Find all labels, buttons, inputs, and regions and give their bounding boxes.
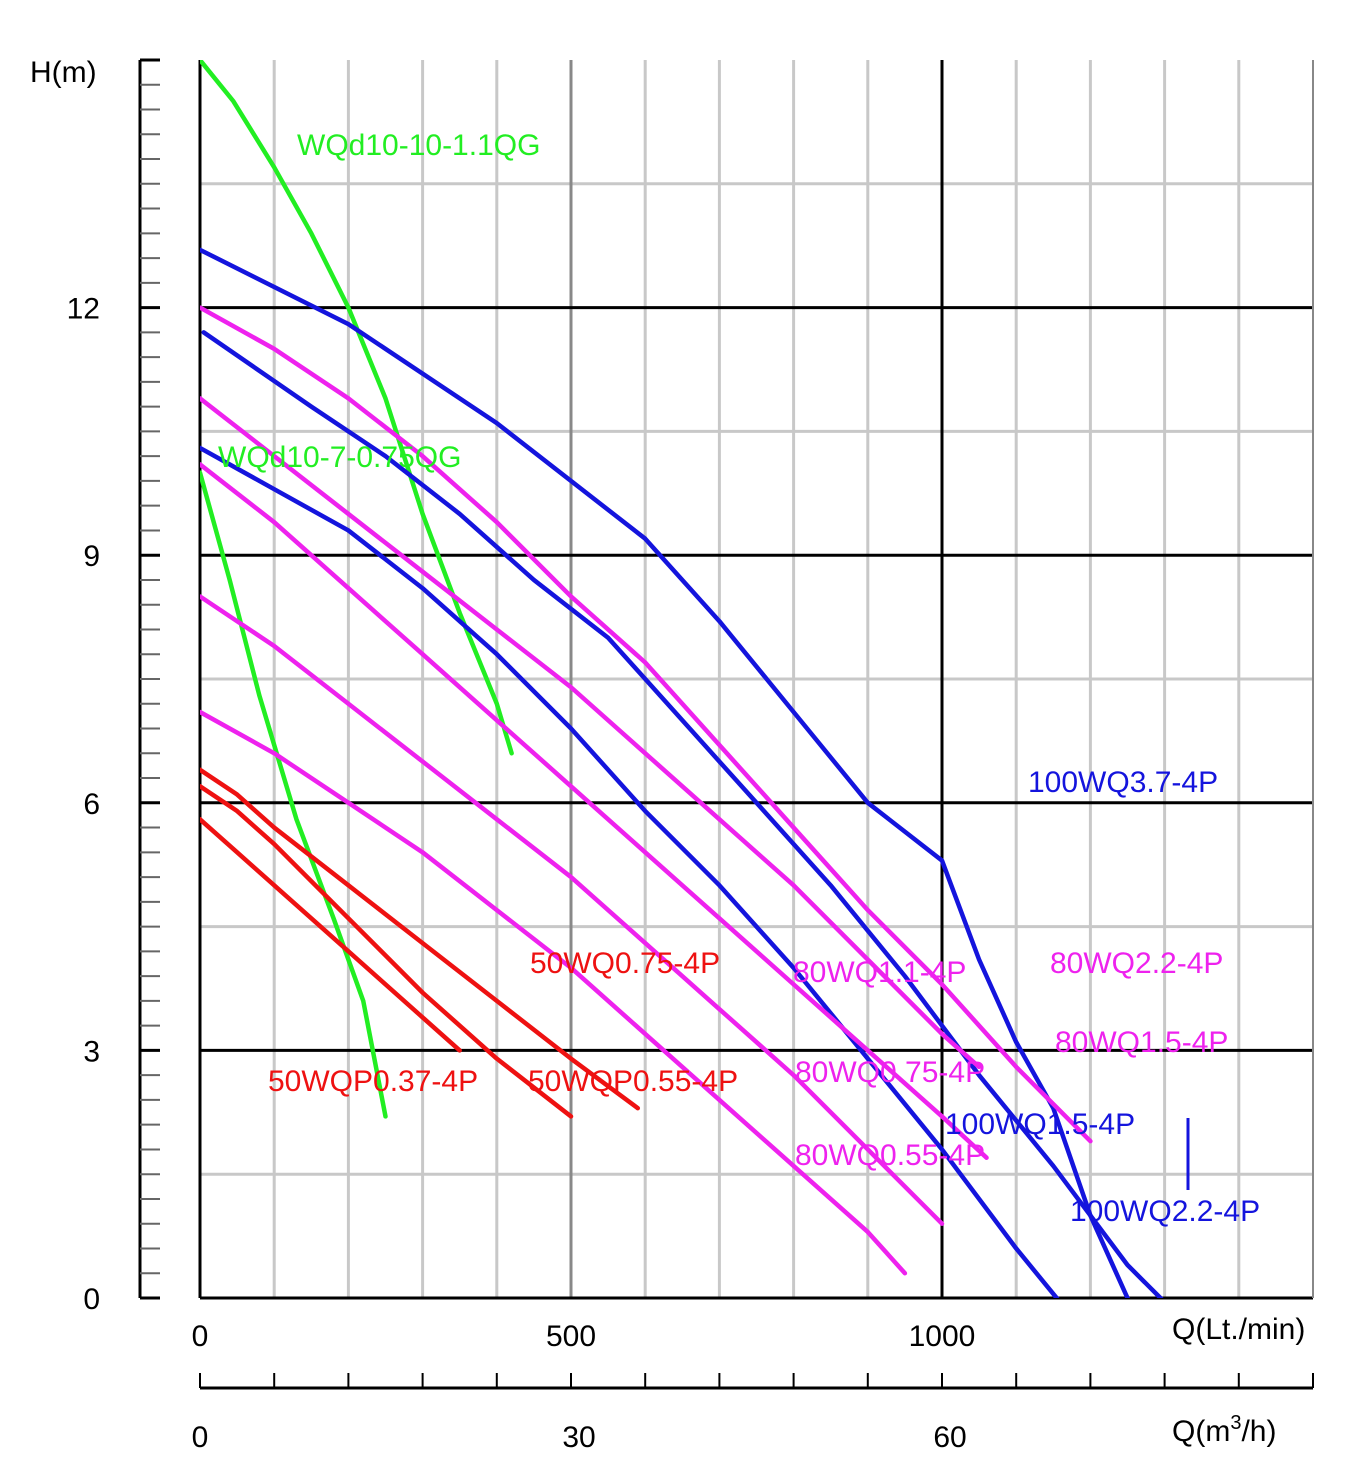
curve-50wqp0-37-4p bbox=[200, 817, 462, 1053]
curve-label-50wq0-75-4p: 50WQ0.75-4P bbox=[530, 947, 720, 980]
curve-label-100wq1-5-4p: 100WQ1.5-4P bbox=[945, 1108, 1135, 1141]
x-axis-title: Q(Lt./min) bbox=[1172, 1313, 1305, 1346]
x2-tick-label: 0 bbox=[192, 1421, 209, 1454]
y-axis-title: H(m) bbox=[30, 56, 97, 89]
axes bbox=[138, 58, 1314, 1390]
curve-label-80wq1-1-4p: 80WQ1.1-4P bbox=[793, 956, 966, 989]
curve-label-wqd10-10-1-1qg: WQd10-10-1.1QG bbox=[297, 129, 540, 162]
curve-50wq0-75-4p bbox=[200, 767, 641, 1111]
curve-label-100wq2-2-4p: 100WQ2.2-4P bbox=[1070, 1195, 1260, 1228]
curve-80wq2-2-4p bbox=[200, 305, 1093, 1144]
y-tick-label: 9 bbox=[83, 540, 100, 573]
y-tick-label: 6 bbox=[83, 788, 100, 821]
minor-grid bbox=[200, 60, 1313, 1298]
x2-tick-label: 60 bbox=[933, 1421, 966, 1454]
tick-labels: 0 3 6 9 12 0 500 1000 0 30 60 bbox=[67, 293, 976, 1454]
y-tick-label: 0 bbox=[83, 1283, 100, 1316]
curve-100wq3-7-4p bbox=[200, 247, 1131, 1298]
curve-label-80wq0-75-4p: 80WQ0.75-4P bbox=[795, 1056, 985, 1089]
curve-100wq2-2-4p bbox=[201, 330, 1164, 1298]
y-tick-label: 3 bbox=[83, 1035, 100, 1068]
curve-label-50wqp0-55-4p: 50WQP0.55-4P bbox=[528, 1065, 738, 1098]
curve-label-wqd10-7-0-75qg: WQd10-7-0.75QG bbox=[218, 441, 461, 474]
curve-80wq1-5-4p bbox=[200, 396, 982, 1070]
curve-80wq0-55-4p bbox=[200, 709, 908, 1276]
curve-label-80wq2-2-4p: 80WQ2.2-4P bbox=[1050, 947, 1223, 980]
curve-label-50wqp0-37-4p: 50WQP0.37-4P bbox=[268, 1065, 478, 1098]
curve-100wq1-5-4p bbox=[200, 445, 1060, 1298]
curve-wqd10-7-0-75qg bbox=[200, 470, 388, 1119]
x-tick-label: 1000 bbox=[909, 1320, 976, 1353]
x-tick-label: 0 bbox=[192, 1320, 209, 1353]
curve-wqd10-10-1-1qg bbox=[200, 60, 514, 756]
y-tick-label: 12 bbox=[67, 293, 100, 326]
curve-50wqp0-55-4p bbox=[200, 784, 574, 1119]
curve-label-80wq1-5-4p: 80WQ1.5-4P bbox=[1055, 1026, 1228, 1059]
x2-tick-label: 30 bbox=[562, 1421, 595, 1454]
curve-label-80wq0-55-4p: 80WQ0.55-4P bbox=[795, 1139, 985, 1172]
curve-labels: WQd10-10-1.1QG WQd10-7-0.75QG 100WQ3.7-4P 8… bbox=[218, 129, 1260, 1228]
curve-80wq0-75-4p bbox=[200, 594, 945, 1226]
curve-label-100wq3-7-4p: 100WQ3.7-4P bbox=[1028, 766, 1218, 799]
curve-80wq1-1-4p bbox=[200, 462, 989, 1160]
x2-axis-title: Q(m3/h) bbox=[1172, 1412, 1276, 1448]
pump-curves bbox=[200, 60, 1164, 1298]
x-tick-label: 500 bbox=[546, 1320, 596, 1353]
